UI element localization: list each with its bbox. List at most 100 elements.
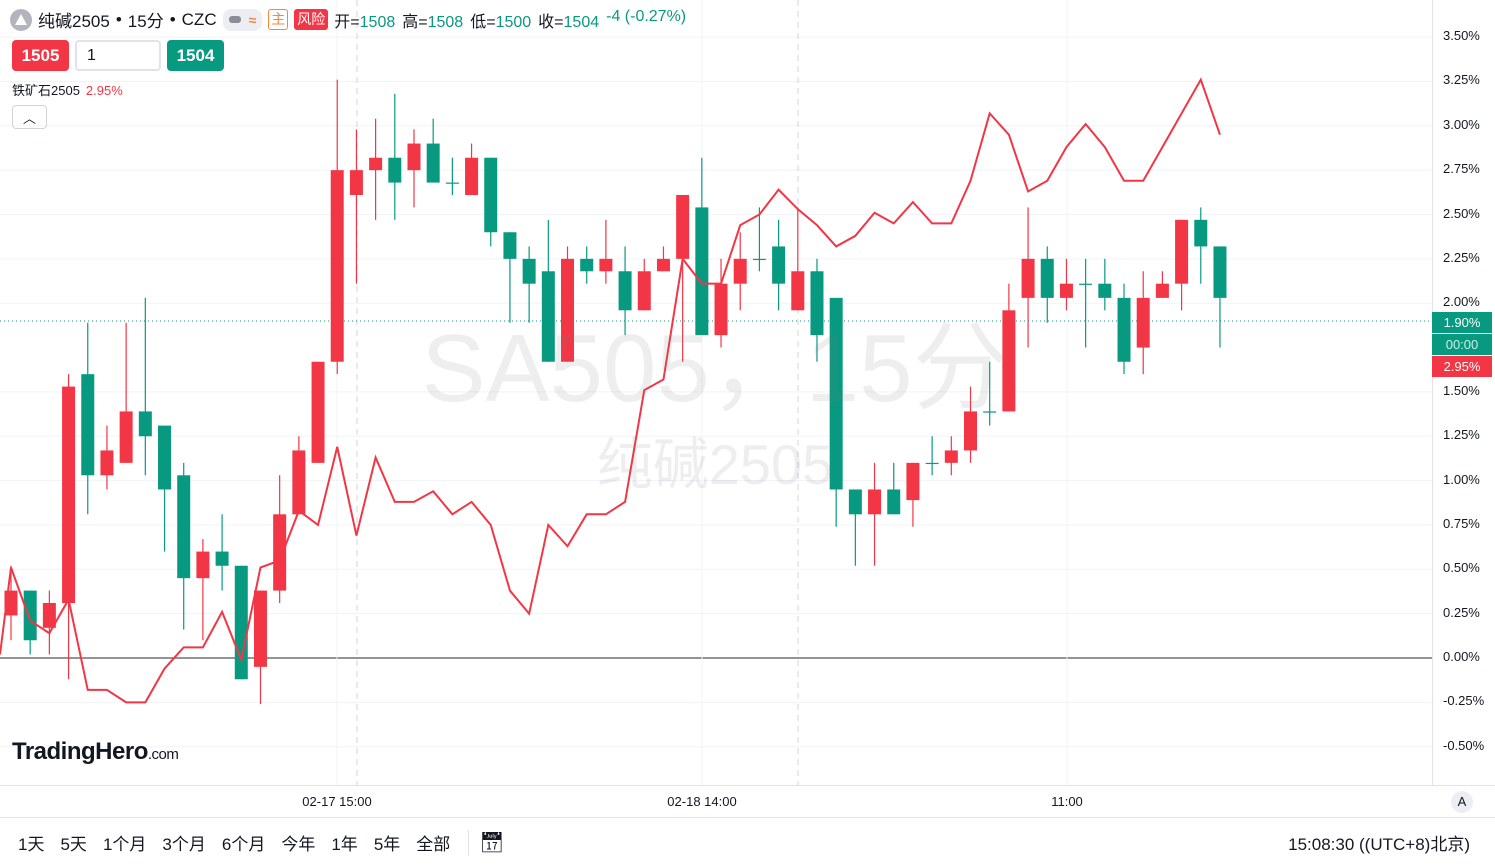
- candle-body: [561, 258, 575, 362]
- candle-body: [1059, 283, 1073, 298]
- candle-body: [522, 258, 536, 284]
- compare-legend[interactable]: 铁矿石2505 2.95%: [12, 83, 123, 98]
- candle-body: [656, 258, 670, 272]
- candle-body: [119, 411, 133, 463]
- price-tick: 2.25%: [1443, 249, 1480, 265]
- candle-body: [253, 590, 267, 667]
- time-label: 11:00: [1051, 794, 1083, 809]
- clock[interactable]: 15:08:30 ((UTC+8)北京): [1288, 835, 1470, 854]
- candle-body: [349, 170, 363, 195]
- price-tick: 2.75%: [1443, 161, 1480, 177]
- range-selector: 1天 5天 1个月 3个月 6个月 今年 1年 5年 全部: [10, 830, 458, 855]
- candle-body: [695, 207, 709, 336]
- market-status-pill[interactable]: ≈: [222, 8, 263, 31]
- watermark-symbol: SA505，15分: [421, 315, 1009, 422]
- candle-body: [676, 194, 690, 259]
- wave-icon: ≈: [248, 11, 257, 28]
- brand-logo: TradingHero.com: [12, 738, 179, 765]
- candle-body: [465, 157, 479, 195]
- range-all[interactable]: 全部: [416, 835, 451, 854]
- candle-body: [944, 450, 958, 463]
- trade-panel: 1505 1 1504: [12, 40, 224, 71]
- candle-body: [1213, 246, 1227, 298]
- collapse-legend-button[interactable]: ︿: [12, 105, 47, 129]
- price-tick: 1.50%: [1443, 382, 1480, 398]
- price-tick: 1.00%: [1443, 471, 1480, 487]
- candle-body: [868, 489, 882, 515]
- candle-body: [311, 361, 325, 463]
- time-label: 02-17 15:00: [302, 794, 372, 809]
- range-ytd[interactable]: 今年: [281, 835, 316, 854]
- price-tick: 2.00%: [1443, 294, 1480, 310]
- risk-tag: 风险: [294, 9, 329, 30]
- candle-body: [618, 271, 632, 311]
- range-5y[interactable]: 5年: [373, 835, 401, 854]
- candle-body: [330, 170, 344, 362]
- goto-date-icon[interactable]: 📅︎: [479, 832, 505, 854]
- candle-body: [983, 411, 997, 413]
- chart-header: 纯碱2505 • 15分 • CZC ≈ 主 风险 开=1508 高=1508 低=…: [10, 7, 686, 32]
- price-tick: 3.50%: [1443, 28, 1480, 44]
- interval[interactable]: 15分: [127, 12, 164, 31]
- candle-body: [138, 411, 152, 437]
- candle-body: [1002, 310, 1016, 412]
- candle-body: [158, 425, 172, 490]
- price-chart[interactable]: [0, 0, 1432, 785]
- candle-body: [906, 462, 920, 501]
- range-1y[interactable]: 1年: [331, 835, 358, 854]
- price-tick: 3.00%: [1443, 116, 1480, 132]
- price-tick: -0.50%: [1443, 737, 1485, 753]
- candle-body: [484, 157, 498, 233]
- range-5d[interactable]: 5天: [60, 835, 87, 854]
- candle-body: [829, 297, 843, 490]
- price-tick: -0.25%: [1443, 693, 1485, 709]
- candle-body: [541, 271, 555, 362]
- candle-body: [1136, 297, 1150, 348]
- candle-body: [637, 271, 651, 311]
- candle-body: [1117, 297, 1131, 362]
- symbol-logo-icon: [10, 8, 32, 31]
- candle-body: [407, 143, 421, 171]
- price-tick: 0.00%: [1443, 649, 1480, 664]
- range-1d[interactable]: 1天: [18, 835, 45, 854]
- bottom-toolbar: 1天 5天 1个月 3个月 6个月 今年 1年 5年 全部 📅︎ 15:08:3…: [0, 818, 1495, 867]
- candle-body: [292, 450, 306, 515]
- symbol-name[interactable]: 纯碱2505: [38, 12, 110, 31]
- candle-body: [503, 232, 517, 259]
- candle-body: [925, 462, 939, 465]
- candle-body: [196, 551, 210, 579]
- candle-body: [1155, 283, 1169, 298]
- candle-body: [810, 271, 824, 336]
- ohlc-values: 开=1508 高=1508 低=1500 收=1504 -4 (-0.27%): [334, 7, 687, 31]
- range-3m[interactable]: 3个月: [162, 835, 206, 854]
- chevron-up-icon: ︿: [22, 110, 36, 126]
- buy-button[interactable]: 1504: [167, 40, 224, 71]
- candle-body: [369, 157, 383, 171]
- quantity-input[interactable]: 1: [75, 40, 161, 71]
- candle-body: [177, 475, 191, 579]
- candle-body: [23, 590, 37, 641]
- candle-body: [599, 258, 613, 272]
- auto-scale-button[interactable]: A: [1451, 791, 1473, 813]
- candle-body: [388, 157, 402, 183]
- candle-body: [445, 182, 459, 184]
- candle-body: [772, 246, 786, 284]
- range-6m[interactable]: 6个月: [221, 835, 266, 854]
- candle-body: [426, 143, 440, 183]
- sell-button[interactable]: 1505: [12, 40, 69, 71]
- candle-body: [273, 514, 287, 591]
- exchange: CZC: [181, 9, 217, 29]
- candle-body: [1040, 258, 1054, 298]
- main-contract-tag: 主: [268, 9, 289, 30]
- candle-body: [848, 489, 862, 515]
- price-tick: 2.50%: [1443, 205, 1480, 221]
- price-tick: 0.50%: [1443, 560, 1480, 576]
- candle-body: [791, 271, 805, 311]
- price-tick: 1.25%: [1443, 427, 1480, 443]
- time-label: 02-18 14:00: [667, 794, 737, 809]
- time-axis[interactable]: 02-17 15:00 02-18 14:00 11:00 A: [0, 785, 1495, 818]
- candle-body: [100, 450, 114, 476]
- range-1m[interactable]: 1个月: [102, 835, 147, 854]
- candle-body: [733, 258, 747, 284]
- countdown-badge: 00:00: [1432, 334, 1492, 355]
